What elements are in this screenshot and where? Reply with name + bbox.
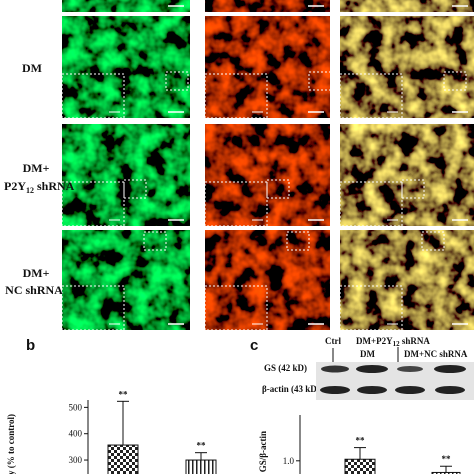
band [397,366,423,372]
blot-lane: DM+P2Y12 shRNA [356,336,430,348]
blot-lane-sub: 12 [393,340,401,348]
row-label-sub: 12 [26,186,34,195]
significance: ** [197,441,207,451]
band [357,386,387,394]
micrograph-texture [62,230,190,330]
micrograph-texture [340,0,474,12]
micrograph-texture [205,230,330,330]
band [320,386,350,394]
row-label: DM+ [23,266,50,280]
y-axis-label: of GS/β-actin [258,431,268,474]
inset-box [204,73,268,119]
inset-box [339,73,403,119]
bar [185,459,217,474]
y-axis-label: sity (% to control) [6,414,16,474]
micrograph-texture [62,16,190,118]
blot-label: GS (42 kD) [264,363,307,373]
band [395,386,425,394]
row-label: DM [22,61,42,75]
blot-label: β-actin (43 kD) [262,384,320,394]
band [434,365,466,373]
inset-box [339,181,403,227]
band [321,365,349,373]
inset-box [204,181,268,227]
micrograph-texture [62,0,190,12]
inset-box [339,285,403,331]
blot-lane: Ctrl [325,336,341,346]
inset-box [61,181,125,227]
micrograph-texture [340,124,474,226]
row-label: NC shRNA [5,283,63,297]
significance: ** [442,454,452,464]
row-label-part: P2Y [4,179,26,193]
y-tick-label: 300 [69,455,83,465]
blot-lane-part: shRNA [400,336,431,346]
blot-lane: DM+NC shRNA [404,349,468,359]
band [435,386,465,394]
micrograph-texture [340,16,474,118]
blot-lane-part: DM+P2Y [356,336,393,346]
y-tick-label: 1.0 [283,456,295,466]
micrograph-texture [205,124,330,226]
western-blot: Ctrl DM+P2Y12 shRNA DM DM+NC shRNA GS (4… [262,336,474,400]
micrograph-texture [205,0,330,12]
blot-lane: DM [360,349,375,359]
micrograph-texture [205,16,330,118]
micrograph-texture [62,124,190,226]
panel-letter: c [250,337,258,354]
row-label-part: shRNA [34,179,75,193]
micrographs [61,0,474,331]
micrograph-texture [340,230,474,330]
band [356,365,388,373]
inset-box [204,285,268,331]
row-label: DM+ [23,161,50,175]
bar [107,444,139,474]
row-label: P2Y12 shRNA [4,179,75,195]
y-tick-label: 500 [69,402,83,412]
panel-letter: b [26,337,35,354]
y-tick-label: 400 [69,429,83,439]
inset-box [61,285,125,331]
bar [344,458,376,474]
inset-box [61,73,125,119]
significance: ** [356,436,366,446]
significance: ** [119,389,129,399]
